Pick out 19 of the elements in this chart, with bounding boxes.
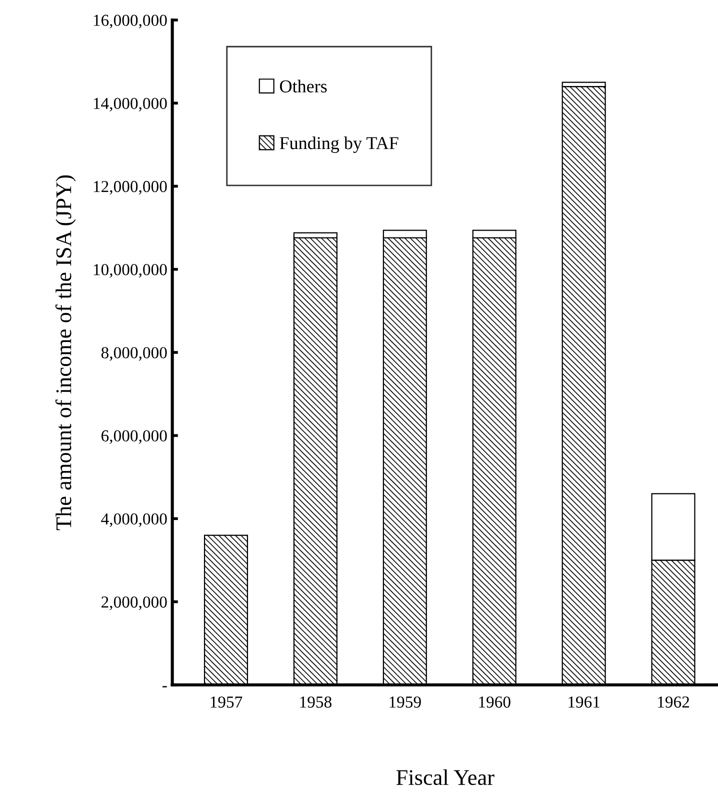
y-axis-title: The amount of income of the ISA (JPY)	[55, 175, 76, 530]
x-tick-label: 1960	[479, 696, 510, 708]
x-tick-label: 1961	[568, 696, 600, 708]
y-tick-label: 4,000,000	[101, 513, 167, 527]
x-tick-label: 1957	[210, 696, 242, 708]
y-tick-label: 10,000,000	[94, 264, 167, 278]
y-tick-label: -	[162, 686, 167, 688]
y-tick-label: 2,000,000	[102, 596, 167, 610]
x-tick-label: 1959	[390, 696, 421, 708]
x-tick-label: 1962	[658, 696, 690, 708]
y-tick-label: 8,000,000	[101, 347, 167, 361]
y-tick-label: 14,000,000	[94, 98, 167, 112]
legend-label: Funding by TAF	[280, 136, 398, 153]
y-tick-label: 12,000,000	[94, 180, 167, 195]
legend-label: Others	[280, 80, 327, 92]
x-tick-label: 1958	[300, 696, 332, 708]
y-tick-label: 16,000,000	[94, 14, 167, 28]
y-tick-label: 6,000,000	[102, 430, 167, 444]
x-axis-title: Fiscal Year	[396, 769, 494, 786]
